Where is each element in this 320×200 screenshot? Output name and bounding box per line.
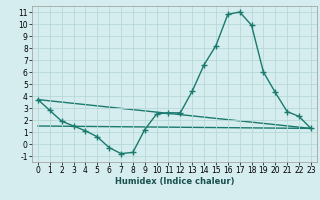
X-axis label: Humidex (Indice chaleur): Humidex (Indice chaleur)	[115, 177, 234, 186]
